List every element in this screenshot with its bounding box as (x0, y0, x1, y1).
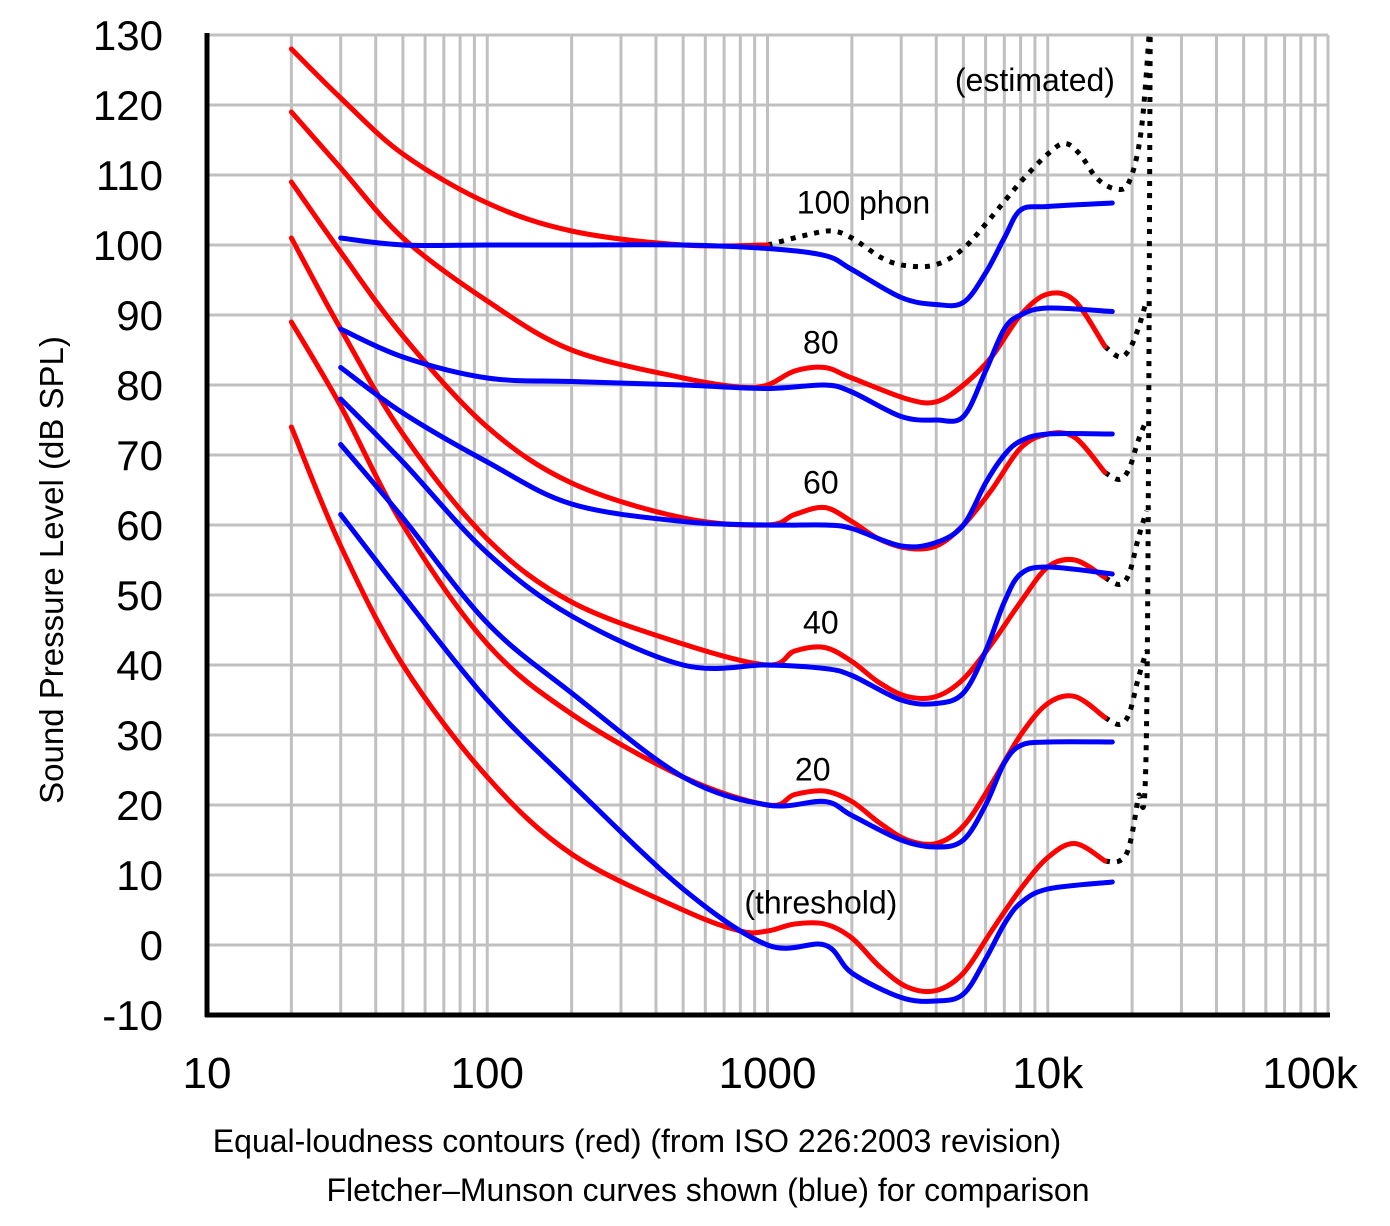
y-tick-label: 100 (93, 222, 163, 269)
y-tick-label: 90 (116, 292, 163, 339)
fletcher-munson-series-line (338, 200, 1115, 309)
y-tick-label: -10 (102, 992, 163, 1039)
y-tick-label: 40 (116, 642, 163, 689)
y-tick-label: 60 (116, 502, 163, 549)
fletcher-munson-series-line (338, 512, 1115, 1004)
curve-annotation: (estimated) (955, 62, 1115, 98)
curve-annotation: (threshold) (744, 885, 897, 921)
y-tick-label: 110 (96, 152, 163, 199)
iso-226-series-line (288, 179, 1108, 552)
curve-annotation: 80 (803, 325, 839, 361)
x-tick-label: 1000 (719, 1049, 817, 1098)
axes-layer (204, 33, 1330, 1018)
iso-226-series-line (288, 424, 1108, 994)
fletcher-munson-series-line (338, 442, 1115, 850)
estimated-series-line (1104, 34, 1153, 865)
grid-layer (207, 33, 1330, 1015)
x-tick-label: 100 (451, 1049, 524, 1098)
y-tick-label: 10 (116, 852, 163, 899)
fletcher-munson-series-line (338, 365, 1115, 550)
tick-label-layer: -10 0 10 20 30 40 50 60 70 80 90 100 110 120 130 10 100 1… (93, 12, 1359, 1098)
estimated-series-line (766, 34, 1152, 270)
estimated-series-line (1103, 650, 1149, 727)
caption-line-2: Fletcher–Munson curves shown (blue) for … (327, 1172, 1090, 1208)
curve-annotation: 40 (803, 605, 839, 641)
y-tick-label: 70 (116, 432, 163, 479)
curve-annotation: 20 (795, 752, 831, 788)
curve-annotation: 100 phon (797, 185, 930, 221)
series-layer (288, 34, 1153, 1004)
x-tick-label: 100k (1262, 1049, 1358, 1098)
y-tick-label: 30 (116, 712, 163, 759)
iso-226-series-line (288, 235, 1108, 701)
estimated-series-line (1103, 419, 1149, 482)
y-tick-label: 20 (116, 782, 163, 829)
y-tick-label: 80 (116, 362, 163, 409)
curve-annotation: 60 (803, 465, 839, 501)
x-tick-label: 10 (183, 1049, 232, 1098)
iso-226-series-line (288, 46, 770, 249)
y-tick-label: 0 (140, 922, 163, 969)
annotation-layer: (estimated) 100 phon 80 60 40 20 (threshold) (744, 62, 1115, 921)
y-tick-label: 130 (93, 12, 163, 59)
y-tick-label: 50 (116, 572, 163, 619)
estimated-series-line (1103, 300, 1149, 360)
x-tick-label: 10k (1012, 1049, 1084, 1098)
y-tick-label: 120 (93, 82, 163, 129)
fletcher-munson-series-line (338, 305, 1115, 424)
caption-line-1: Equal-loudness contours (red) (from ISO … (213, 1123, 1061, 1159)
y-axis-label: Sound Pressure Level (dB SPL) (33, 336, 70, 804)
iso-226-series-line (288, 319, 1108, 847)
fletcher-munson-series-line (338, 396, 1115, 707)
